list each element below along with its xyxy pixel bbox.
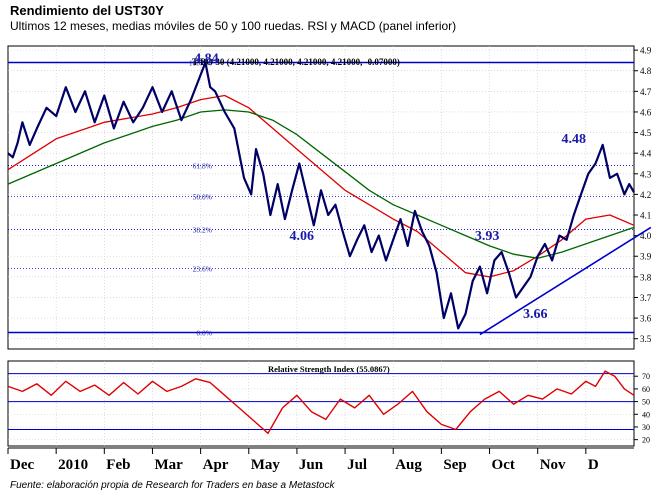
rsi-y-tick-label: 30 [642,423,650,432]
x-axis-tick-label: Dec [10,457,34,473]
price-annotation: 4.84 [194,51,219,66]
x-axis-tick-label: Aug [395,457,422,473]
series-line-price [7,61,635,330]
x-axis-tick-label: Oct [492,457,515,473]
fib-level-label: 61.8% [193,162,212,171]
price-y-tick-label: 4.9 [640,46,652,56]
page-title: Rendimiento del UST30Y [10,3,164,18]
rsi-y-tick-label: 70 [642,372,650,381]
rsi-y-tick-label: 50 [642,398,650,407]
x-axis: Dec 2010 Feb Mar Apr May Jun Jul Aug Sep Oct Nov D [7,447,634,473]
price-annotation: 3.66 [523,307,548,322]
price-y-tick-label: 4.6 [640,107,652,117]
page-subtitle: Ultimos 12 meses, medias móviles de 50 y… [10,19,457,33]
rsi-line [7,370,635,434]
price-y-tick-label: 4.1 [640,211,651,221]
x-axis-tick-label: Apr [203,457,229,473]
x-axis-tick-label: Jul [347,457,367,473]
x-axis-tick-label: 2010 [58,457,88,473]
rsi-y-tick-label: 40 [642,410,650,419]
price-panel-frame [7,45,635,350]
x-axis-tick-label: Jun [299,457,324,473]
support-trendline [479,226,652,336]
price-y-tick-label: 4.8 [640,66,652,76]
fib-level-label: 23.6% [193,265,212,274]
fib-level-label: 0.0% [196,329,212,338]
price-y-tick-label: 4.0 [640,231,652,241]
rsi-y-tick-label: 20 [642,436,650,445]
x-axis-tick-label: Nov [540,457,566,473]
x-axis-tick-label: Sep [443,457,466,473]
x-axis-tick-label: D [588,457,599,473]
price-panel: 3.5 3.6 3.7 3.8 3.9 4.0 4.1 4.2 4.3 4.4 4.5 4.6 4.7 4… [7,45,652,350]
rsi-y-tick-label: 60 [642,385,650,394]
source-note: Fuente: elaboración propia de Research f… [10,480,335,491]
price-panel-title: T-BO 30 (4.21000, 4.21000, 4.21000, 4.21… [192,57,400,67]
price-y-tick-label: 3.8 [640,272,652,282]
rsi-panel: 20 30 40 50 60 70 Relative Strength Index (55.… [7,360,650,447]
price-y-tick-label: 3.9 [640,252,652,262]
x-axis-tick-label: Mar [154,457,183,473]
price-y-tick-label: 4.4 [640,149,652,159]
x-axis-tick-label: May [251,457,281,473]
price-y-tick-label: 4.5 [640,128,652,138]
series-line-ma50 [7,94,635,278]
rsi-panel-title: Relative Strength Index (55.0867) [268,364,390,374]
price-y-tick-label: 4.7 [640,87,652,97]
fib-level-label: 38.2% [193,225,212,234]
fib-level-label: 100.0% [189,58,212,67]
price-y-tick-label: 4.2 [640,190,651,200]
price-y-tick-label: 3.7 [640,293,652,303]
price-y-tick-label: 3.5 [640,334,652,344]
x-axis-tick-label: Feb [106,457,130,473]
series-line-ma100 [7,109,635,259]
price-annotation: 4.06 [289,229,314,244]
rsi-panel-frame [7,360,635,447]
price-annotation: 4.48 [562,132,587,147]
price-y-tick-label: 4.3 [640,169,652,179]
price-annotation: 3.93 [475,229,500,244]
price-y-tick-label: 3.6 [640,314,652,324]
fib-level-label: 50.0% [193,192,212,201]
